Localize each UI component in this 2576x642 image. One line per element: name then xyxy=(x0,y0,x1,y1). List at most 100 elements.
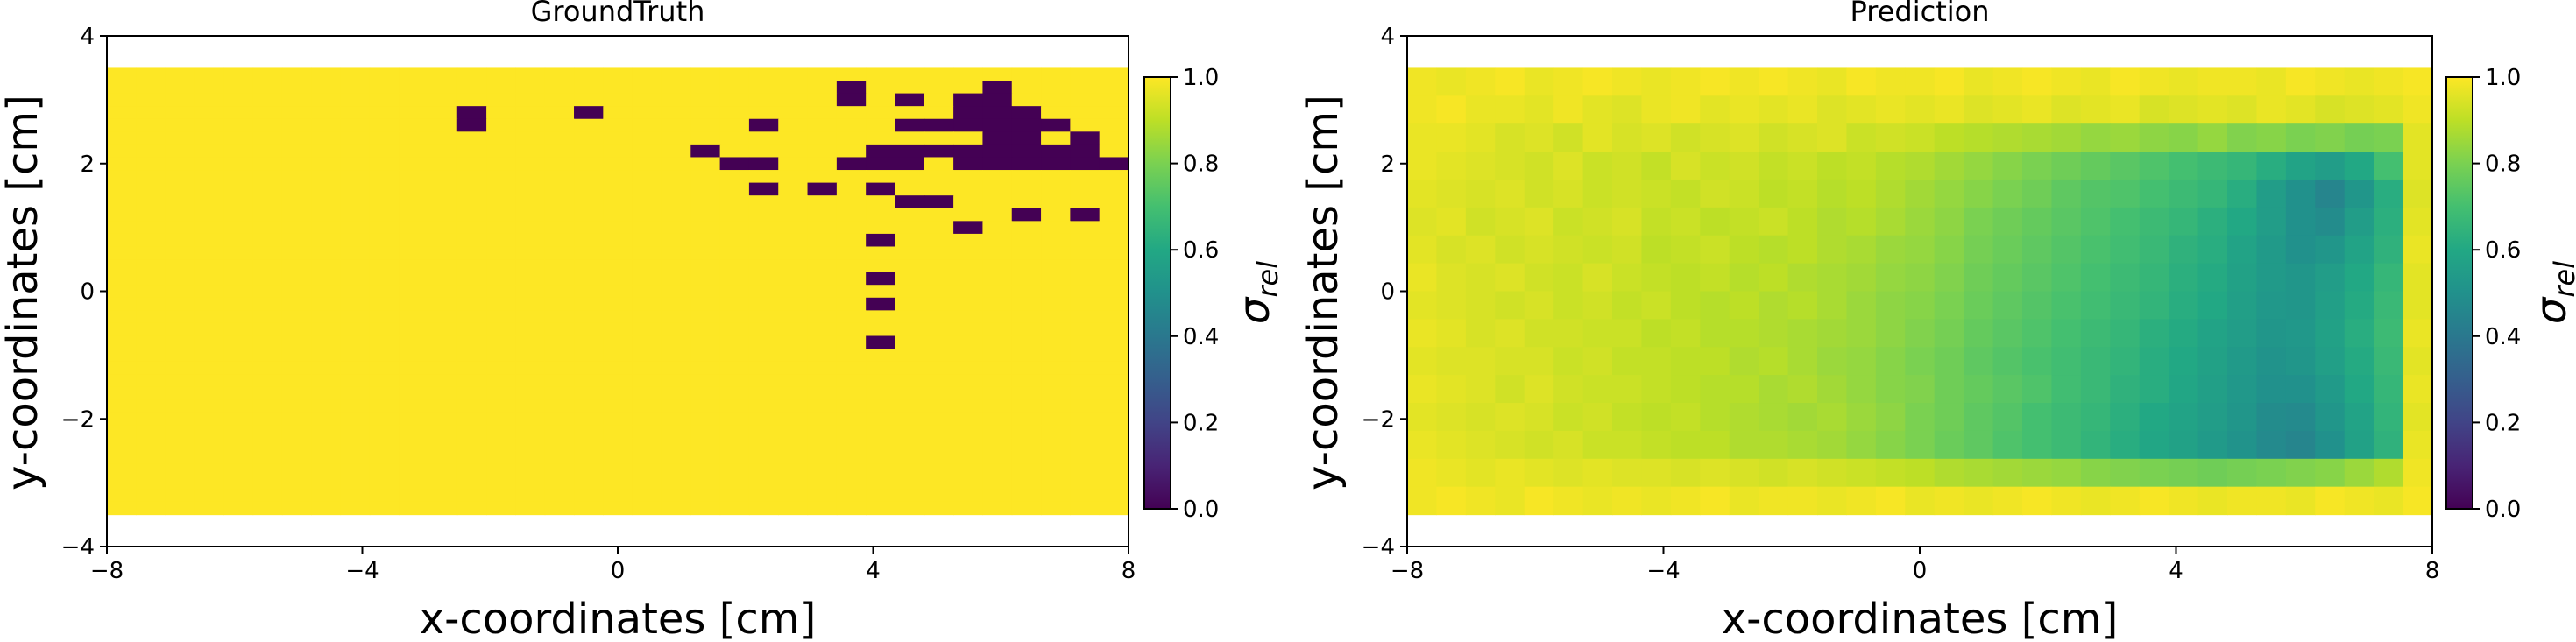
heatmap-cell xyxy=(2285,291,2316,320)
heatmap-cell xyxy=(1041,463,1071,477)
heatmap-cell xyxy=(2227,403,2258,432)
heatmap-cell xyxy=(252,335,283,349)
heatmap-cell xyxy=(1011,361,1042,375)
heatmap-cell xyxy=(895,157,925,171)
heatmap-cell xyxy=(1070,144,1100,159)
heatmap-cell xyxy=(2022,152,2053,180)
heatmap-cell xyxy=(369,246,400,260)
heatmap-cell xyxy=(1070,361,1100,375)
heatmap-cell xyxy=(456,81,487,95)
heatmap-cell xyxy=(982,399,1013,413)
heatmap-cell xyxy=(574,208,604,222)
colorbar-tick-label: 0.0 xyxy=(2485,497,2521,523)
heatmap-cell xyxy=(1070,118,1100,132)
heatmap-cell xyxy=(165,374,195,388)
heatmap-cell xyxy=(1670,486,1701,516)
heatmap-cell xyxy=(2080,486,2111,516)
heatmap-cell xyxy=(953,67,984,81)
heatmap-cell xyxy=(136,106,166,120)
heatmap-cell xyxy=(428,208,458,222)
heatmap-cell xyxy=(2051,67,2082,96)
heatmap-cell xyxy=(1465,95,1496,124)
heatmap-cell xyxy=(836,322,867,337)
heatmap-cell xyxy=(486,463,516,477)
heatmap-cell xyxy=(1407,486,1438,516)
heatmap-cell xyxy=(778,208,809,222)
heatmap-cell xyxy=(311,476,342,490)
heatmap-cell xyxy=(895,438,925,452)
heatmap-cell xyxy=(1070,182,1100,196)
y-axis-label: y-coordinates [cm] xyxy=(1299,95,1348,490)
heatmap-cell xyxy=(340,182,371,196)
colorbar-tick-label: 0.0 xyxy=(1183,497,1219,523)
heatmap-cell xyxy=(1495,179,1525,208)
heatmap-cell xyxy=(369,438,400,452)
heatmap-cell xyxy=(1011,67,1042,81)
heatmap-cell xyxy=(252,285,283,299)
heatmap-cell xyxy=(252,144,283,159)
colorbar-tick-label: 1.0 xyxy=(1183,65,1219,91)
heatmap-cell xyxy=(194,399,224,413)
heatmap-cell xyxy=(369,335,400,349)
heatmap-cell xyxy=(486,438,516,452)
colorbar-label-symbol: σ xyxy=(1230,296,1279,324)
heatmap-cell xyxy=(311,361,342,375)
heatmap-cell xyxy=(603,335,633,349)
heatmap-cell xyxy=(515,259,546,273)
heatmap-cell xyxy=(866,272,896,286)
heatmap-cell xyxy=(953,489,984,503)
heatmap-cell xyxy=(2344,207,2374,236)
heatmap-cell xyxy=(807,310,838,324)
heatmap-cell xyxy=(807,297,838,311)
heatmap-cell xyxy=(1905,319,1936,348)
heatmap-cell xyxy=(1436,179,1467,208)
heatmap-cell xyxy=(1436,458,1467,488)
heatmap-cell xyxy=(924,246,954,260)
heatmap-cell xyxy=(778,386,809,400)
heatmap-cell xyxy=(107,297,137,311)
heatmap-cell xyxy=(456,489,487,503)
heatmap-cell xyxy=(866,233,896,248)
heatmap-cell xyxy=(1099,310,1129,324)
heatmap-cell xyxy=(486,374,516,388)
heatmap-cell xyxy=(1700,291,1730,320)
heatmap-cell xyxy=(924,425,954,439)
heatmap-cell xyxy=(369,476,400,490)
heatmap-cell xyxy=(165,106,195,120)
heatmap-cell xyxy=(2110,207,2141,236)
heatmap-cell xyxy=(982,438,1013,452)
heatmap-cell xyxy=(1641,375,1672,404)
heatmap-cell xyxy=(1612,458,1643,488)
heatmap-cell xyxy=(719,438,750,452)
heatmap-cell xyxy=(690,463,721,477)
heatmap-cell xyxy=(895,131,925,145)
heatmap-cell xyxy=(661,81,691,95)
heatmap-cell xyxy=(223,412,254,427)
heatmap-cell xyxy=(399,67,429,81)
heatmap-cell xyxy=(836,118,867,132)
heatmap-cell xyxy=(136,335,166,349)
heatmap-cell xyxy=(340,476,371,490)
heatmap-cell xyxy=(369,259,400,273)
heatmap-cell xyxy=(1041,335,1071,349)
heatmap-cell xyxy=(1553,95,1584,124)
heatmap-cell xyxy=(2374,67,2404,96)
heatmap-cell xyxy=(2022,347,2053,376)
heatmap-cell xyxy=(953,501,984,516)
heatmap-cell xyxy=(1407,123,1438,152)
heatmap-cell xyxy=(924,297,954,311)
heatmap-cell xyxy=(2315,430,2346,460)
heatmap-cell xyxy=(719,157,750,171)
heatmap-cell xyxy=(252,81,283,95)
heatmap-cell xyxy=(136,131,166,145)
heatmap-cell xyxy=(1041,93,1071,107)
heatmap-cell xyxy=(895,463,925,477)
heatmap-cell xyxy=(661,310,691,324)
heatmap-cell xyxy=(281,322,312,337)
y-tick-label: −2 xyxy=(1362,406,1395,433)
heatmap-cell xyxy=(2080,319,2111,348)
heatmap-cell xyxy=(2022,403,2053,432)
heatmap-cell xyxy=(574,297,604,311)
heatmap-cell xyxy=(1934,486,1964,516)
heatmap-cell xyxy=(2197,95,2228,124)
